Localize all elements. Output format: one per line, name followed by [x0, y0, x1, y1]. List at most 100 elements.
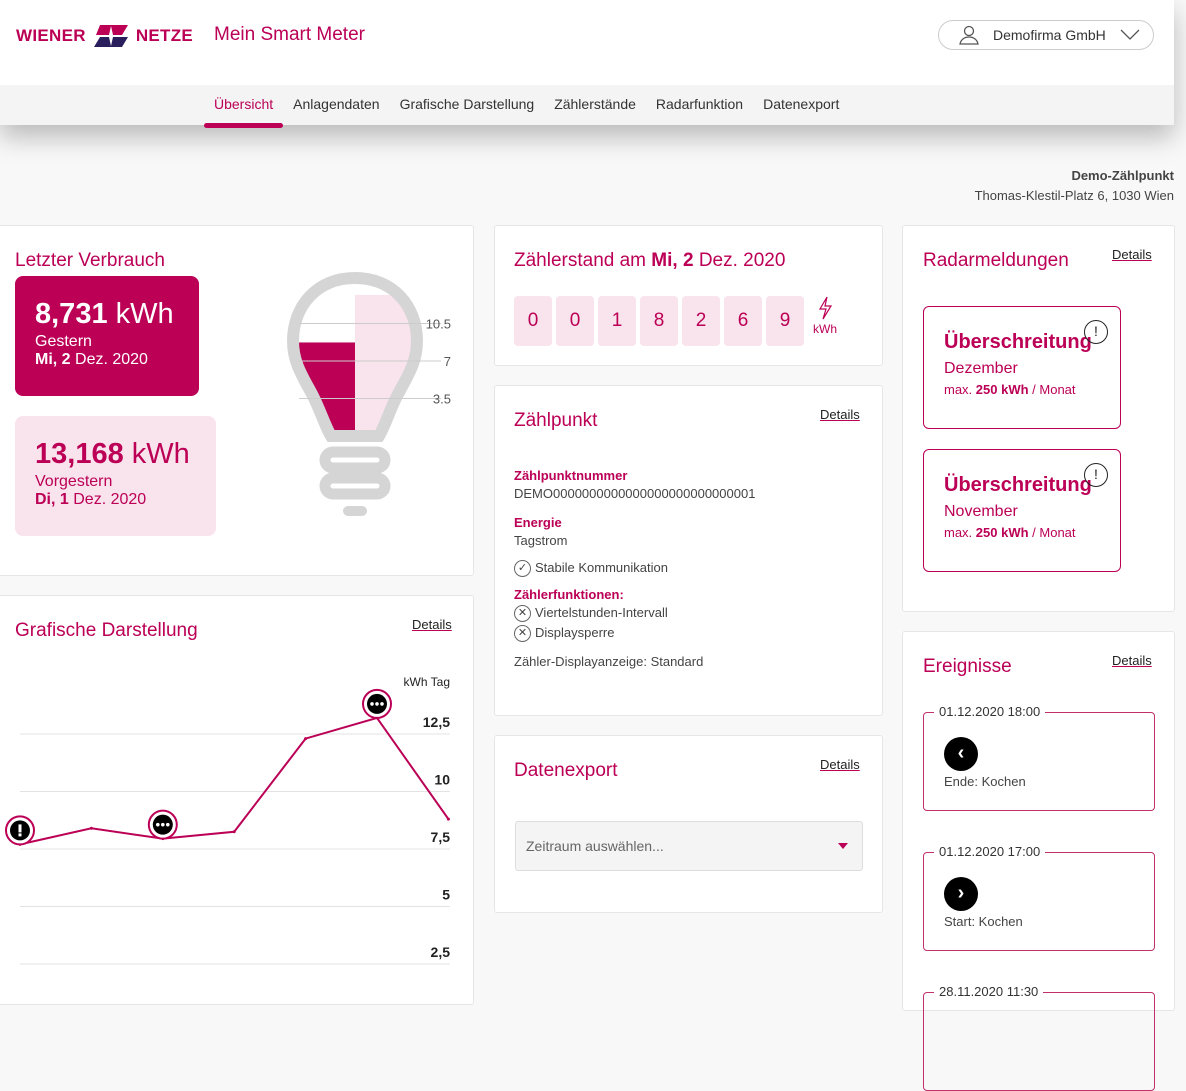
radar-alert-max: max. 250 kWh / Monat: [944, 382, 1076, 397]
bulb-gauge: 10.5 7 3.5: [286, 271, 451, 516]
bulb-tick-label: 10.5: [426, 317, 451, 332]
day-before-box: 13,168 kWh Vorgestern Di, 1 Dez. 2020: [15, 416, 216, 536]
data-point[interactable]: [232, 830, 236, 834]
reading-card: Zählerstand am Mi, 2 Dez. 2020 0 0 1 8 2…: [494, 225, 883, 366]
period-select-placeholder: Zeitraum auswählen...: [526, 838, 664, 854]
y-tick-label: 12,5: [423, 714, 450, 730]
reading-unit: kWh: [813, 322, 837, 336]
event-item[interactable]: 01.12.2020 18:00 ‹ Ende: Kochen: [923, 704, 1155, 811]
day-before-label: Vorgestern: [35, 473, 113, 490]
tab-datenexport[interactable]: Datenexport: [763, 96, 840, 112]
event-text: Start: Kochen: [944, 914, 1023, 929]
radar-alert-title: Überschreitung: [944, 331, 1092, 353]
bulb-tick-label: 7: [444, 354, 451, 369]
y-tick-label: 5: [442, 887, 450, 903]
x-circle-icon: ✕: [514, 625, 531, 643]
user-icon: [959, 25, 979, 45]
functions-label: Zählerfunktionen:: [514, 587, 624, 603]
tab-zaehlerstaende[interactable]: Zählerstände: [554, 96, 636, 112]
header: WIENER NETZE Mein Smart Meter Demofirma …: [0, 0, 1174, 128]
radar-alert-max: max. 250 kWh / Monat: [944, 525, 1076, 540]
day-before-date: Di, 1 Dez. 2020: [35, 491, 147, 508]
export-card: Datenexport Details Zeitraum auswählen..…: [494, 735, 883, 913]
series-line: [19, 716, 450, 846]
meter-point-address: Thomas-Klestil-Platz 6, 1030 Wien: [974, 188, 1174, 203]
number-label: Zählpunktnummer: [514, 468, 628, 483]
period-select[interactable]: Zeitraum auswählen...: [515, 821, 863, 871]
data-point[interactable]: [89, 826, 93, 830]
event-text: Ende: Kochen: [944, 774, 1026, 789]
number-value: DEMO0000000000000000000000000001: [514, 486, 756, 501]
lightning-icon: [818, 296, 833, 320]
y-tick-label: 10: [434, 772, 450, 788]
y-tick-label: 2,5: [431, 944, 451, 960]
function-item: ✕ Displaysperre: [514, 625, 874, 643]
display-setting: Zähler-Displayanzeige: Standard: [514, 654, 704, 670]
chart-title: Grafische Darstellung: [15, 620, 198, 641]
main-nav: Übersicht Anlagendaten Grafische Darstel…: [0, 85, 1174, 128]
tab-anlagendaten[interactable]: Anlagendaten: [293, 96, 380, 112]
app-title: Mein Smart Meter: [214, 24, 365, 45]
meter-digit: 0: [514, 296, 552, 346]
event-item[interactable]: 01.12.2020 17:00 › Start: Kochen: [923, 844, 1155, 951]
tab-uebersicht[interactable]: Übersicht: [204, 85, 284, 128]
bulb-tick-label: 3.5: [433, 392, 451, 407]
radar-alert[interactable]: ! Überschreitung Dezember max. 250 kWh /…: [923, 306, 1121, 429]
radar-alert-title: Überschreitung: [944, 474, 1092, 496]
yesterday-date: Mi, 2 Dez. 2020: [35, 351, 148, 368]
radar-alert-month: Dezember: [944, 360, 1018, 377]
meter-point-name: Demo-Zählpunkt: [1071, 168, 1174, 183]
y-axis-label: kWh Tag: [404, 675, 450, 689]
wiener-netze-logo-icon: [93, 25, 128, 47]
ellipsis-marker-icon[interactable]: [362, 688, 392, 719]
chevron-left-icon: ‹: [944, 737, 978, 771]
meter-digit: 0: [556, 296, 594, 346]
user-menu[interactable]: Demofirma GmbH: [938, 20, 1154, 50]
data-point[interactable]: [446, 817, 450, 821]
meter-digit: 2: [682, 296, 720, 346]
zaehlpunkt-card: Zählpunkt Details Zählpunktnummer DEMO00…: [494, 385, 883, 716]
event-time: 01.12.2020 17:00: [934, 844, 1046, 859]
radar-alert-month: November: [944, 503, 1018, 520]
energy-label: Energie: [514, 515, 562, 530]
meter-point-info: Demo-Zählpunkt Thomas-Klestil-Platz 6, 1…: [975, 166, 1174, 206]
meter-digit: 6: [724, 296, 762, 346]
exclamation-marker-icon[interactable]: [5, 815, 35, 846]
events-card: Ereignisse Details 01.12.2020 18:00 ‹ En…: [902, 631, 1175, 1091]
meter-digits: 0 0 1 8 2 6 9: [514, 296, 804, 346]
data-point[interactable]: [304, 737, 308, 741]
meter-digit: 1: [598, 296, 636, 346]
events-title: Ereignisse: [923, 656, 1012, 677]
radar-title: Radarmeldungen: [923, 250, 1069, 271]
communication-status: ✓ Stabile Kommunikation: [514, 560, 874, 578]
exclamation-icon: !: [1084, 320, 1108, 344]
meter-digit: 9: [766, 296, 804, 346]
tab-radarfunktion[interactable]: Radarfunktion: [655, 96, 744, 112]
logo-text-right: NETZE: [135, 26, 194, 45]
reading-title: Zählerstand am Mi, 2 Dez. 2020: [514, 250, 786, 271]
radar-alert[interactable]: ! Überschreitung November max. 250 kWh /…: [923, 449, 1121, 572]
day-before-value: 13,168 kWh: [35, 438, 190, 470]
chart-card: Grafische Darstellung Details kWh Tag 12,…: [0, 595, 474, 1005]
chart-details-link[interactable]: Details: [412, 617, 452, 632]
radar-card: Radarmeldungen Details ! Überschreitung …: [902, 225, 1175, 612]
zaehlpunkt-title: Zählpunkt: [514, 410, 598, 431]
zaehlpunkt-details-link[interactable]: Details: [820, 407, 860, 422]
events-details-link[interactable]: Details: [1112, 653, 1152, 668]
yesterday-box: 8,731 kWh Gestern Mi, 2 Dez. 2020: [15, 276, 199, 396]
user-name: Demofirma GmbH: [993, 27, 1106, 43]
energy-value: Tagstrom: [514, 533, 568, 548]
logo[interactable]: WIENER NETZE: [16, 24, 193, 48]
tab-grafische-darstellung[interactable]: Grafische Darstellung: [399, 96, 535, 112]
exclamation-icon: !: [1084, 463, 1108, 487]
export-details-link[interactable]: Details: [820, 757, 860, 772]
ellipsis-marker-icon[interactable]: [147, 809, 178, 840]
export-title: Datenexport: [514, 760, 618, 781]
consumption-title: Letzter Verbrauch: [15, 250, 165, 271]
consumption-card: Letzter Verbrauch 8,731 kWh Gestern Mi, …: [0, 225, 474, 576]
check-circle-icon: ✓: [514, 560, 531, 578]
radar-details-link[interactable]: Details: [1112, 247, 1152, 262]
event-item[interactable]: 28.11.2020 11:30: [923, 984, 1155, 1091]
chevron-down-icon: [1120, 29, 1140, 40]
caret-down-icon: [838, 843, 848, 849]
